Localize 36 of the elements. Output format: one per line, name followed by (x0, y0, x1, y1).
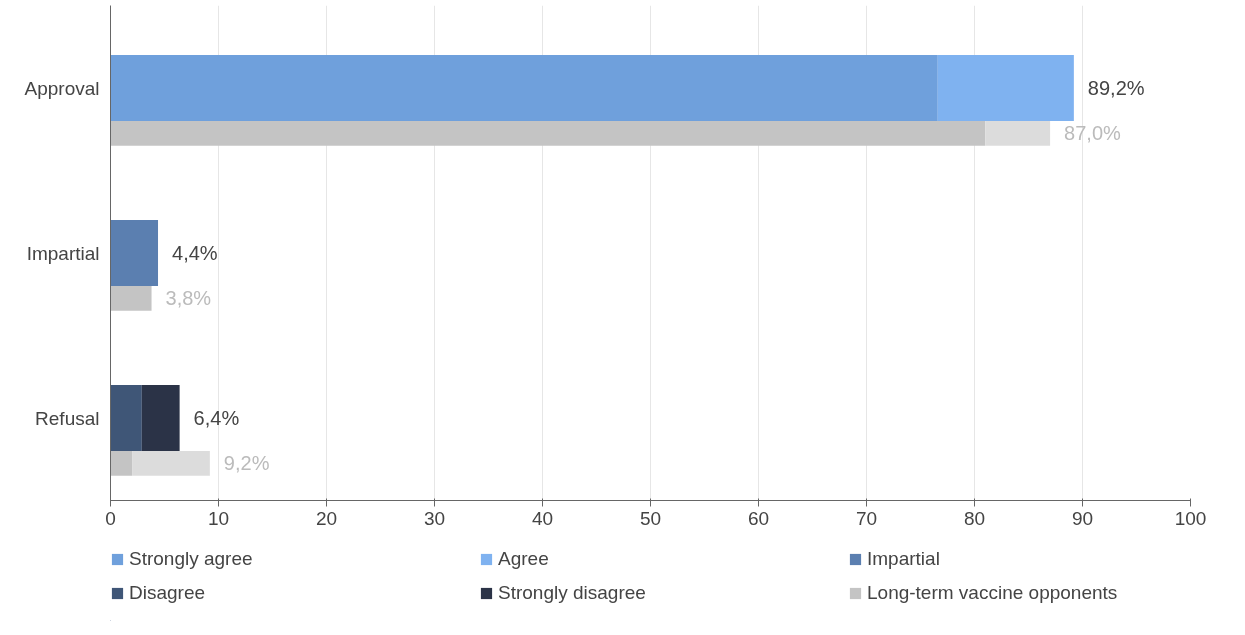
legend-label: Agree (498, 548, 550, 570)
bar (110, 385, 142, 451)
legend-label: Impartial (867, 548, 941, 570)
x-tick-label: 70 (855, 507, 878, 529)
bar (132, 451, 210, 476)
legend-label: Long-term vaccine opponents (867, 582, 1119, 604)
x-tick-label: 20 (315, 507, 338, 529)
total-label: 3,8% (165, 287, 212, 310)
bar (110, 220, 159, 286)
bar (110, 121, 986, 146)
y-tick-label: Impartial (26, 242, 100, 264)
total-label: 6,4% (193, 407, 240, 429)
x-tick-label: 30 (423, 507, 446, 529)
y-tick-label: Approval (24, 77, 100, 99)
x-tick-label: 0 (105, 507, 116, 529)
legend-label: Strongly disagree (498, 582, 647, 604)
x-tick-label: 90 (1071, 507, 1094, 529)
bar (110, 55, 938, 121)
total-label: 4,4% (172, 242, 218, 264)
x-tick-label: 100 (1174, 507, 1207, 529)
legend-label: Disagree (129, 582, 207, 604)
bar (110, 286, 152, 311)
x-tick-label: 80 (963, 507, 986, 529)
bar (110, 451, 133, 476)
bar (141, 385, 180, 451)
y-tick-label: Refusal (35, 407, 100, 429)
x-tick-label: 50 (639, 507, 662, 529)
total-label: 87,0% (1064, 122, 1122, 145)
x-tick-label: 10 (207, 507, 230, 529)
total-label: 9,2% (223, 452, 270, 475)
x-tick-label: 40 (531, 507, 554, 529)
bar (985, 121, 1051, 146)
total-label: 89,2% (1087, 77, 1145, 99)
legend-label: Strongly agree (129, 548, 254, 570)
bar (937, 55, 1074, 121)
x-tick-label: 60 (747, 507, 770, 529)
